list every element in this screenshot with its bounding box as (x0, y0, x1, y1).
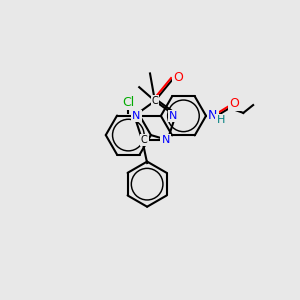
Text: O: O (173, 71, 183, 84)
Text: H: H (217, 115, 225, 125)
Text: N: N (208, 109, 218, 122)
Text: O: O (230, 97, 239, 110)
Text: N: N (161, 135, 170, 145)
Text: N: N (169, 111, 178, 121)
Text: C: C (141, 135, 148, 145)
Text: N: N (132, 111, 140, 121)
Text: C: C (152, 96, 158, 106)
Text: Cl: Cl (122, 96, 134, 109)
